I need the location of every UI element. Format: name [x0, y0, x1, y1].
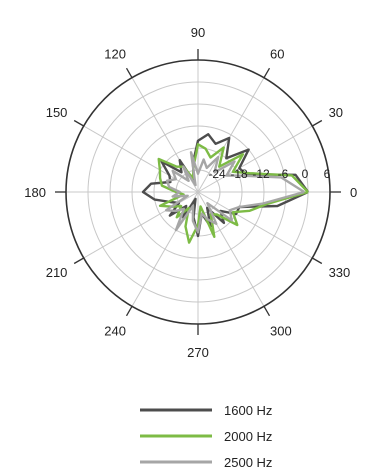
- legend-label: 1600 Hz: [224, 403, 272, 418]
- angle-tick-label: 0: [350, 185, 357, 200]
- angle-tick-label: 60: [270, 46, 284, 61]
- series-line-2000-hz: [157, 143, 309, 244]
- radial-tick-label: 0: [302, 167, 309, 181]
- angle-tick-label: 240: [104, 324, 126, 339]
- legend-label: 2000 Hz: [224, 429, 272, 444]
- legend-label: 2500 Hz: [224, 455, 272, 470]
- series-lines: [141, 133, 309, 244]
- radial-tick-label: -6: [278, 167, 289, 181]
- radial-tick-label: -18: [230, 167, 248, 181]
- angle-tick-label: 180: [24, 185, 46, 200]
- legend: 1600 Hz 2000 Hz 2500 Hz: [140, 403, 272, 470]
- grid-spoke: [197, 77, 265, 193]
- radial-tick-label: -24: [208, 167, 226, 181]
- angle-tick-mark: [73, 119, 85, 127]
- series-line-1600-hz: [141, 133, 309, 238]
- angle-ticks: [55, 49, 341, 335]
- angle-tick-mark: [311, 257, 323, 265]
- radial-tick-label: -12: [252, 167, 270, 181]
- polar-grid: [65, 59, 331, 325]
- angle-tick-mark: [125, 67, 133, 79]
- radial-tick-labels: -24 -18 -12 -6 0 6: [208, 167, 330, 181]
- angle-tick-label: 270: [187, 345, 209, 360]
- angle-tick-mark: [263, 67, 271, 79]
- angle-tick-label: 120: [104, 46, 126, 61]
- angle-tick-label: 300: [270, 324, 292, 339]
- grid-spoke: [197, 191, 313, 259]
- angle-tick-label: 330: [329, 265, 351, 280]
- angle-tick-label: 30: [329, 105, 343, 120]
- radial-tick-label: 6: [324, 167, 331, 181]
- angle-tick-mark: [125, 305, 133, 317]
- angle-tick-mark: [73, 257, 85, 265]
- grid-spoke: [197, 125, 313, 193]
- series-line-2500-hz: [165, 151, 305, 234]
- angle-tick-mark: [311, 119, 323, 127]
- grid-spoke: [83, 125, 199, 193]
- angle-tick-label: 210: [46, 265, 68, 280]
- angle-tick-label: 150: [46, 105, 68, 120]
- angle-tick-label: 90: [191, 25, 205, 40]
- angle-tick-mark: [263, 305, 271, 317]
